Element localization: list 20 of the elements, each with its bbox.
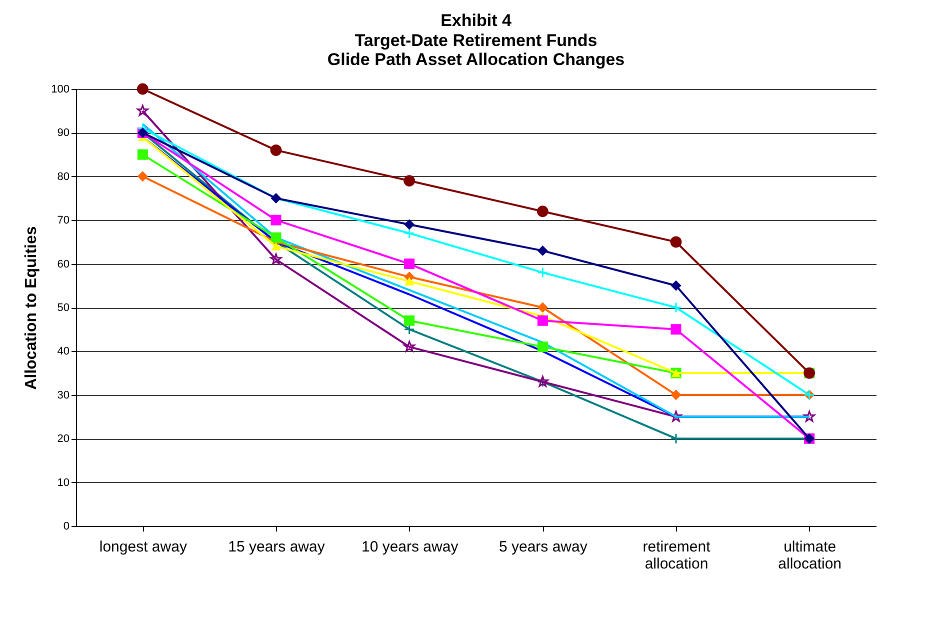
y-axis-title: Allocation to Equities: [23, 226, 40, 390]
y-tick-label: 10: [57, 476, 70, 489]
x-tick-label: ultimate allocation: [778, 538, 842, 572]
y-tick-label: 60: [57, 258, 70, 270]
y-tick-label: 80: [57, 170, 70, 183]
chart-subtitle: Target-Date Retirement Funds Glide Path Asset Allocation Changes: [327, 31, 625, 69]
x-tick-label: 15 years away: [228, 538, 326, 556]
y-tick-label: 40: [57, 346, 70, 358]
y-tick-label: 50: [57, 302, 70, 314]
y-tick-label: 90: [57, 127, 70, 140]
y-tick-label: 0: [63, 520, 70, 532]
x-tick-label: longest away: [99, 538, 188, 556]
y-tick-label: 70: [57, 214, 70, 227]
x-tick-label: 10 years away: [361, 538, 459, 556]
y-tick-label: 100: [51, 84, 70, 96]
y-tick-label: 20: [57, 433, 70, 446]
y-tick-label: 30: [57, 389, 70, 402]
chart-title: Exhibit 4: [440, 11, 512, 30]
x-tick-label: retirement allocation: [642, 538, 712, 572]
x-tick-label: 5 years away: [498, 538, 588, 556]
